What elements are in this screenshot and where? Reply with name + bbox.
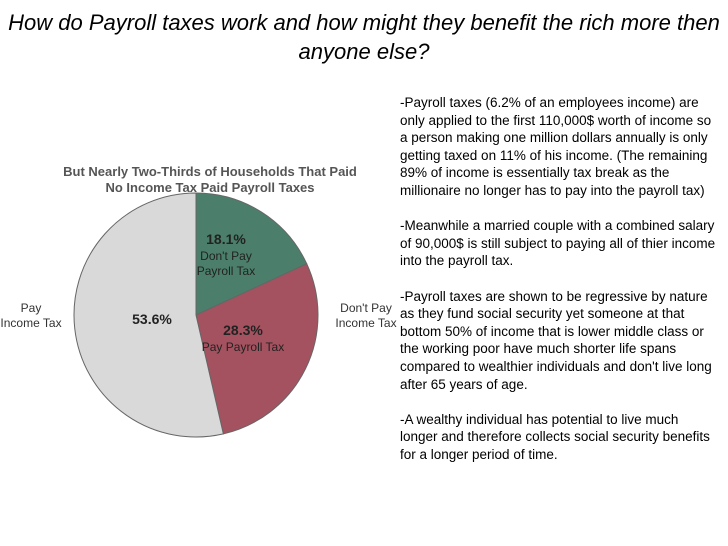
paragraph: -A wealthy individual has potential to l… xyxy=(400,411,710,462)
pie-slice xyxy=(195,263,319,435)
pie-slice xyxy=(195,192,308,316)
slide-title: How do Payroll taxes work and how might … xyxy=(8,10,720,64)
slice-label: Pay Payroll Tax xyxy=(201,340,285,354)
annotation: Don't Pay Income Tax xyxy=(335,301,397,330)
chart-title: But Nearly Two-Thirds of Households That… xyxy=(63,164,357,195)
paragraph: -Payroll taxes are shown to be regressiv… xyxy=(400,288,712,392)
value-label: 18.1% xyxy=(206,231,246,247)
slide-body: -Payroll taxes (6.2% of an employees inc… xyxy=(400,94,718,481)
slice-label: Don't Pay Payroll Tax xyxy=(196,249,256,278)
annotation: Pay Income Tax xyxy=(0,301,62,330)
paragraph: -Payroll taxes (6.2% of an employees inc… xyxy=(400,95,712,198)
value-label: 53.6% xyxy=(132,311,172,327)
value-label: 28.3% xyxy=(223,322,263,338)
paragraph: -Meanwhile a married couple with a combi… xyxy=(400,218,716,269)
pie-slice xyxy=(73,192,224,438)
